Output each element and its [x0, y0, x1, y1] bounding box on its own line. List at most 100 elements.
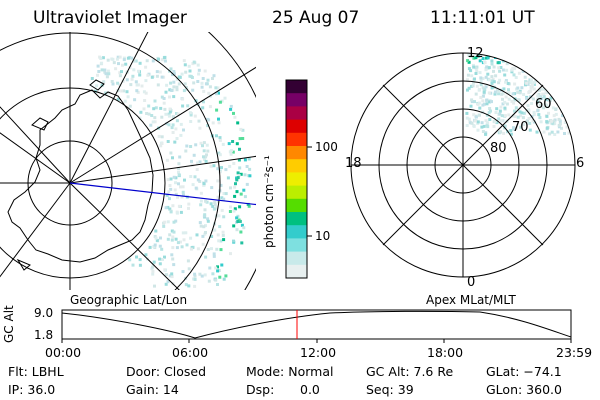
emission-pixel	[492, 65, 496, 69]
emission-pixel	[150, 114, 154, 117]
emission-pixel	[218, 100, 222, 104]
emission-pixel	[484, 119, 488, 123]
emission-pixel	[545, 103, 548, 107]
emission-pixel	[545, 114, 549, 118]
emission-pixel	[221, 142, 225, 146]
emission-pixel	[205, 143, 209, 147]
emission-pixel	[152, 107, 156, 111]
emission-pixel	[497, 92, 501, 96]
emission-pixel	[544, 68, 547, 72]
emission-pixel	[103, 68, 107, 72]
emission-pixel	[138, 61, 142, 65]
emission-pixel	[512, 126, 515, 130]
emission-pixel	[208, 266, 212, 270]
emission-pixel	[224, 168, 228, 172]
emission-pixel	[469, 69, 473, 73]
emission-pixel	[478, 106, 482, 110]
emission-pixel	[160, 58, 164, 62]
emission-pixel	[565, 58, 569, 62]
emission-pixel	[465, 78, 469, 82]
emission-pixel	[220, 196, 224, 200]
emission-pixel	[204, 82, 208, 86]
emission-pixel	[183, 82, 187, 86]
emission-pixel	[533, 60, 537, 63]
emission-pixel	[537, 97, 541, 101]
emission-pixel	[238, 205, 242, 209]
emission-pixel	[466, 73, 470, 77]
emission-pixel	[472, 63, 475, 67]
emission-pixel	[554, 77, 557, 81]
emission-pixel	[541, 92, 545, 96]
emission-pixel	[239, 192, 243, 196]
emission-pixel	[533, 79, 537, 83]
emission-pixel	[481, 99, 485, 103]
emission-pixel	[185, 243, 189, 247]
emission-pixel	[177, 167, 181, 171]
emission-pixel	[478, 59, 482, 63]
glat-readout: GLat: −74.1	[486, 364, 562, 379]
emission-pixel	[485, 98, 489, 102]
emission-pixel	[202, 100, 205, 104]
emission-pixel	[104, 91, 108, 95]
emission-pixel	[474, 72, 478, 75]
emission-pixel	[538, 88, 541, 92]
emission-pixel	[173, 188, 177, 192]
emission-pixel	[574, 94, 575, 98]
emission-pixel	[497, 117, 501, 121]
emission-pixel	[130, 56, 134, 60]
emission-pixel	[550, 78, 554, 82]
emission-pixel	[480, 121, 484, 125]
emission-pixel	[195, 233, 199, 237]
emission-pixel	[477, 88, 481, 92]
emission-pixel	[239, 172, 243, 176]
emission-pixel	[158, 262, 162, 266]
emission-pixel	[189, 120, 193, 123]
emission-pixel	[153, 116, 157, 120]
emission-pixel	[518, 91, 522, 95]
emission-pixel	[235, 178, 239, 182]
emission-pixel	[565, 125, 569, 129]
emission-pixel	[125, 90, 129, 94]
emission-pixel	[572, 107, 575, 110]
emission-pixel	[161, 258, 164, 261]
emission-pixel	[130, 77, 134, 81]
emission-pixel	[514, 106, 518, 110]
emission-pixel	[231, 140, 235, 143]
emission-pixel	[166, 220, 170, 224]
emission-pixel	[215, 134, 218, 138]
emission-pixel	[117, 62, 120, 66]
emission-pixel	[170, 253, 174, 257]
emission-pixel	[528, 121, 532, 125]
emission-pixel	[206, 78, 210, 82]
emission-pixel	[528, 128, 532, 132]
emission-pixel	[238, 147, 241, 151]
emission-pixel	[195, 168, 199, 171]
emission-pixel	[189, 145, 193, 148]
emission-pixel	[482, 124, 486, 128]
emission-pixel	[169, 81, 173, 85]
emission-pixel	[570, 103, 574, 107]
emission-pixel	[516, 86, 520, 90]
filter-readout: Flt: LBHL	[8, 364, 64, 379]
emission-pixel	[506, 82, 510, 85]
emission-pixel	[574, 95, 575, 99]
colorbar-band	[286, 172, 307, 187]
glon-readout: GLon: 360.0	[486, 382, 562, 397]
emission-pixel	[170, 238, 174, 242]
colorbar-band	[286, 185, 307, 200]
emission-pixel	[218, 138, 222, 142]
emission-pixel	[552, 114, 556, 118]
emission-pixel	[204, 159, 208, 163]
emission-pixel	[162, 97, 166, 100]
emission-pixel	[549, 56, 553, 60]
altitude-curve	[61, 310, 572, 339]
emission-pixel	[525, 81, 529, 85]
emission-pixel	[499, 66, 503, 69]
emission-pixel	[208, 85, 212, 89]
emission-pixel	[492, 125, 496, 128]
emission-pixel	[471, 81, 475, 85]
emission-pixel	[201, 242, 205, 246]
emission-pixel	[169, 151, 173, 155]
emission-pixel	[181, 270, 185, 274]
emission-pixel	[128, 66, 132, 70]
